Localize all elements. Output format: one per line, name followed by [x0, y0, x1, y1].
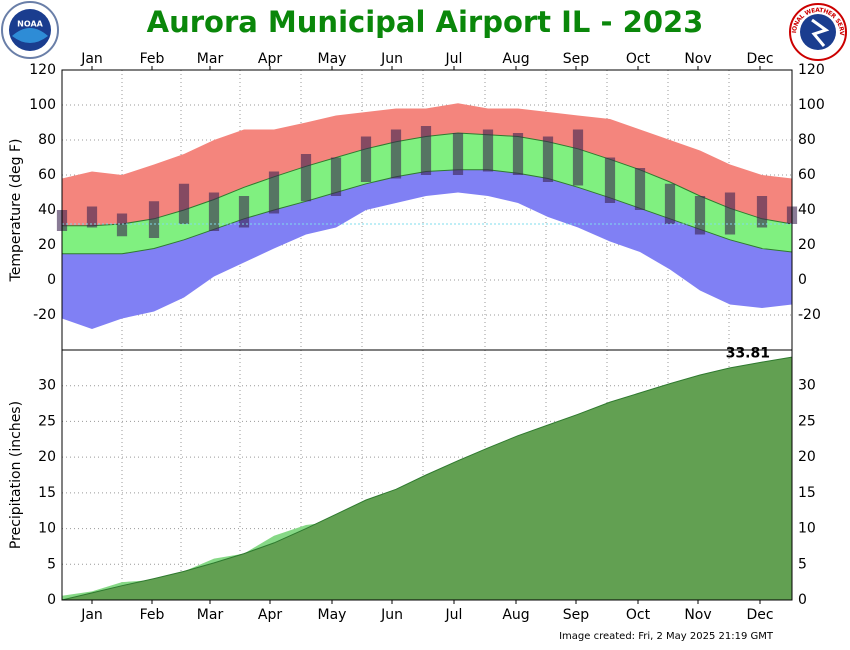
observed-bar [390, 129, 402, 179]
y-tick-label-right: 100 [798, 97, 825, 113]
y-tick-label: 30 [38, 378, 56, 394]
record-low-band [62, 169, 792, 329]
y-tick-label: 0 [47, 272, 56, 288]
observed-bar [268, 171, 280, 214]
observed-bar [694, 196, 706, 235]
x-tick-label: Dec [746, 607, 773, 623]
x-tick-label: Jun [380, 51, 403, 67]
x-tick-label: Feb [140, 51, 165, 67]
y-tick-label: 15 [38, 485, 56, 501]
y-tick-label: 20 [38, 237, 56, 253]
y-axis-label: Temperature (deg F) [8, 139, 24, 283]
observed-bar [330, 157, 342, 196]
observed-bar [116, 213, 128, 237]
y-tick-label-right: 25 [798, 413, 816, 429]
observed-bar [572, 129, 584, 186]
logo-wave [12, 28, 48, 43]
observed-bar [360, 136, 372, 182]
y-tick-label-right: 30 [798, 378, 816, 394]
y-tick-label-right: 5 [798, 556, 807, 572]
observed-bar [300, 154, 312, 202]
observed-bar [634, 168, 646, 210]
observed-bar [482, 129, 494, 172]
y-tick-label-right: 10 [798, 521, 816, 537]
precip-panel: 0 0 5 5 10 10 15 15 20 20 25 25 30 30 33.81 Jan Feb Mar Ap… [8, 346, 816, 624]
y-tick-label: 120 [29, 62, 56, 78]
observed-bar [664, 183, 676, 224]
x-tick-label: Mar [197, 607, 224, 623]
y-tick-label: 10 [38, 521, 56, 537]
x-tick-label: Dec [746, 51, 773, 67]
y-tick-label: -20 [33, 307, 56, 323]
x-tick-label: Jul [445, 51, 463, 67]
x-tick-label: Nov [684, 607, 711, 623]
observed-bar [604, 157, 616, 203]
y-tick-label-right: 0 [798, 592, 807, 608]
x-tick-label: Oct [626, 607, 651, 623]
y-tick-label: 0 [47, 592, 56, 608]
x-tick-label: Aug [502, 607, 529, 623]
x-tick-label: Oct [626, 51, 651, 67]
logo-bolt [811, 18, 830, 47]
x-tick-label: May [318, 51, 347, 67]
y-axis-label: Precipitation (inches) [8, 401, 24, 549]
y-tick-label: 25 [38, 413, 56, 429]
normal-line [61, 356, 793, 601]
y-tick-label: 100 [29, 97, 56, 113]
x-tick-label: Feb [140, 607, 165, 623]
y-tick-label: 80 [38, 132, 56, 148]
y-tick-label: 40 [38, 202, 56, 218]
y-tick-label-right: -20 [798, 307, 821, 323]
y-tick-label-right: 120 [798, 62, 825, 78]
plot-frame [61, 349, 793, 601]
observed-bar [238, 196, 250, 228]
chart-title: Aurora Municipal Airport IL - 2023 [147, 5, 704, 39]
y-tick-label-right: 80 [798, 132, 816, 148]
x-tick-label: Jun [380, 607, 403, 623]
observed-bar [542, 136, 554, 182]
x-tick-label: Jul [445, 607, 463, 623]
y-tick-label-right: 20 [798, 449, 816, 465]
x-tick-label: Nov [684, 51, 711, 67]
observed-bar [756, 196, 768, 228]
logo-text: NOAA [17, 20, 43, 29]
normal-area [62, 357, 792, 600]
y-tick-label: 5 [47, 556, 56, 572]
x-tick-label: Mar [197, 51, 224, 67]
x-tick-label: Sep [563, 607, 590, 623]
observed-bar [86, 206, 98, 228]
observed-bar [208, 192, 220, 231]
y-tick-label-right: 60 [798, 167, 816, 183]
y-tick-label-right: 20 [798, 237, 816, 253]
temp-panel: -20 -20 0 0 20 20 40 40 60 60 80 80 100 100 120 120 Jan F… [8, 51, 825, 351]
x-tick-label: Jan [80, 51, 103, 67]
observed-bar [724, 192, 736, 235]
observed-bar [512, 133, 524, 175]
x-tick-label: Apr [258, 607, 282, 623]
x-tick-label: Apr [258, 51, 282, 67]
y-tick-label-right: 40 [798, 202, 816, 218]
observed-bar [178, 183, 190, 224]
total-label: 33.81 [726, 346, 770, 362]
record-high-band [62, 103, 792, 226]
x-tick-label: Sep [563, 51, 590, 67]
x-tick-label: Jan [80, 607, 103, 623]
observed-bar [148, 201, 160, 238]
observed-bar [420, 126, 432, 175]
y-tick-label-right: 0 [798, 272, 807, 288]
y-tick-label: 60 [38, 167, 56, 183]
footer: Image created: Fri, 2 May 2025 21:19 GMT [559, 631, 774, 642]
y-tick-label: 20 [38, 449, 56, 465]
x-tick-label: Aug [502, 51, 529, 67]
noaa-logo: NOAA [1, 1, 59, 59]
observed-bar [452, 133, 464, 175]
x-tick-label: May [318, 607, 347, 623]
y-tick-label-right: 15 [798, 485, 816, 501]
